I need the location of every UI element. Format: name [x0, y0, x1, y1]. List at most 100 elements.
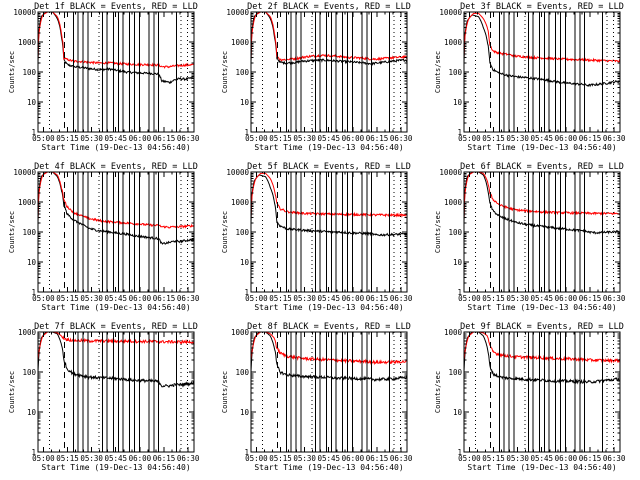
panel-det-9: Det 9f BLACK = Events, RED = LLD 1 10 100 10…: [434, 322, 626, 472]
y-axis-label: Counts/sec: [434, 371, 442, 413]
x-tick-label: 05:30: [293, 454, 316, 463]
x-tick-label: 05:45: [530, 134, 553, 143]
y-tick-label: 100: [22, 228, 36, 237]
events-series-line: [464, 172, 620, 235]
y-tick-label: 1000: [444, 38, 463, 47]
x-tick-label: 05:15: [269, 454, 292, 463]
events-series-line: [251, 12, 407, 67]
y-axis-label: Counts/sec: [434, 211, 442, 253]
x-tick-label: 05:30: [293, 134, 316, 143]
x-tick-label: 06:30: [603, 134, 626, 143]
x-tick-label: 05:45: [104, 294, 127, 303]
y-tick-label: 10000: [226, 8, 249, 17]
x-tick-label: 06:30: [603, 454, 626, 463]
x-tick-label: 06:30: [177, 454, 200, 463]
lld-series-line: [38, 12, 194, 69]
x-tick-label: 05:15: [56, 294, 79, 303]
plot-area: [251, 172, 407, 292]
x-tick-label: 06:00: [555, 134, 578, 143]
x-axis-label: Start Time (19-Dec-13 04:56:40): [41, 463, 190, 472]
panel-det-1: Det 1f BLACK = Events, RED = LLD 1 10 100 10…: [8, 2, 200, 152]
x-tick-label: 06:15: [366, 134, 389, 143]
x-tick-label: 06:30: [603, 294, 626, 303]
x-tick-label: 05:00: [245, 134, 268, 143]
y-axis-label: Counts/sec: [434, 51, 442, 93]
plot-area: [38, 332, 194, 452]
events-series-line: [38, 332, 194, 388]
x-tick-label: 06:15: [366, 454, 389, 463]
events-series-line: [251, 174, 407, 237]
x-axis-label: Start Time (19-Dec-13 04:56:40): [41, 303, 190, 312]
lld-series-line: [464, 332, 620, 364]
y-tick-label: 10000: [439, 8, 462, 17]
plot-area: [38, 12, 194, 132]
x-tick-label: 05:45: [317, 134, 340, 143]
x-tick-label: 05:45: [317, 454, 340, 463]
lld-series-line: [38, 332, 194, 361]
panel-title: Det 7f BLACK = Events, RED = LLD: [34, 322, 198, 332]
x-tick-label: 05:30: [293, 294, 316, 303]
y-tick-label: 10: [240, 98, 250, 107]
y-tick-label: 10000: [13, 168, 36, 177]
y-tick-label: 1: [457, 128, 462, 137]
x-tick-label: 06:30: [390, 134, 413, 143]
x-tick-label: 05:30: [80, 454, 103, 463]
panel-title: Det 8f BLACK = Events, RED = LLD: [247, 322, 411, 332]
x-tick-label: 05:00: [245, 454, 268, 463]
x-tick-label: 05:00: [458, 134, 481, 143]
panel-title: Det 3f BLACK = Events, RED = LLD: [460, 2, 624, 12]
panel-title: Det 4f BLACK = Events, RED = LLD: [34, 162, 198, 172]
x-tick-label: 06:15: [579, 134, 602, 143]
y-tick-label: 1000: [18, 198, 37, 207]
y-tick-label: 10: [453, 258, 463, 267]
x-tick-label: 06:00: [342, 454, 365, 463]
events-series-line: [38, 12, 194, 85]
x-tick-label: 06:15: [579, 294, 602, 303]
x-tick-label: 05:15: [269, 294, 292, 303]
x-tick-label: 05:00: [32, 294, 55, 303]
panel-det-8: Det 8f BLACK = Events, RED = LLD 1 10 100 10…: [221, 322, 413, 472]
panel-det-6: Det 6f BLACK = Events, RED = LLD 1 10 100 10…: [434, 162, 626, 312]
y-tick-label: 100: [235, 228, 249, 237]
y-tick-label: 10: [27, 98, 37, 107]
y-tick-label: 10: [27, 408, 37, 417]
plot-area: [251, 12, 407, 132]
x-tick-label: 05:30: [80, 134, 103, 143]
lld-series-line: [251, 172, 407, 218]
x-tick-label: 06:15: [366, 294, 389, 303]
panel-title: Det 2f BLACK = Events, RED = LLD: [247, 2, 411, 12]
y-tick-label: 10: [27, 258, 37, 267]
x-tick-label: 05:45: [317, 294, 340, 303]
y-tick-label: 100: [22, 68, 36, 77]
x-tick-label: 05:00: [458, 454, 481, 463]
y-tick-label: 10000: [439, 168, 462, 177]
x-tick-label: 06:00: [129, 454, 152, 463]
y-tick-label: 100: [235, 368, 249, 377]
lld-series-line: [464, 172, 620, 221]
events-series-line: [251, 332, 407, 383]
y-tick-label: 1000: [18, 38, 37, 47]
lld-series-line: [464, 12, 620, 63]
panel-title: Det 5f BLACK = Events, RED = LLD: [247, 162, 411, 172]
y-axis-label: Counts/sec: [221, 51, 229, 93]
panel-det-5: Det 5f BLACK = Events, RED = LLD 1 10 100 10…: [221, 162, 413, 312]
y-tick-label: 10: [453, 98, 463, 107]
y-tick-label: 1000: [231, 198, 250, 207]
x-tick-label: 06:00: [555, 454, 578, 463]
y-tick-label: 1000: [18, 328, 37, 337]
x-axis-label: Start Time (19-Dec-13 04:56:40): [254, 143, 403, 152]
x-tick-label: 05:30: [506, 294, 529, 303]
y-tick-label: 1000: [444, 328, 463, 337]
x-tick-label: 06:00: [555, 294, 578, 303]
panel-det-4: Det 4f BLACK = Events, RED = LLD 1 10 100 10…: [8, 162, 200, 312]
plot-area: [464, 172, 620, 292]
axes-frame: [37, 331, 195, 453]
x-tick-label: 05:30: [506, 454, 529, 463]
x-tick-label: 05:00: [458, 294, 481, 303]
plot-area: [251, 332, 407, 452]
panel-det-3: Det 3f BLACK = Events, RED = LLD 1 10 100 10…: [434, 2, 626, 152]
x-axis-label: Start Time (19-Dec-13 04:56:40): [467, 463, 616, 472]
lld-series-line: [251, 332, 407, 366]
y-axis-label: Counts/sec: [8, 371, 16, 413]
